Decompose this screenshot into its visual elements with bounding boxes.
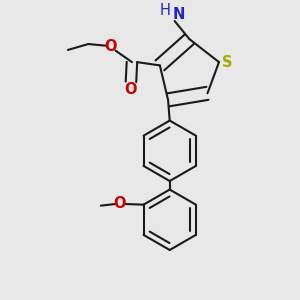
Text: H: H <box>160 3 171 18</box>
Text: O: O <box>104 39 117 54</box>
Text: O: O <box>114 196 126 211</box>
Text: N: N <box>172 7 185 22</box>
Text: S: S <box>222 55 232 70</box>
Text: O: O <box>124 82 136 97</box>
